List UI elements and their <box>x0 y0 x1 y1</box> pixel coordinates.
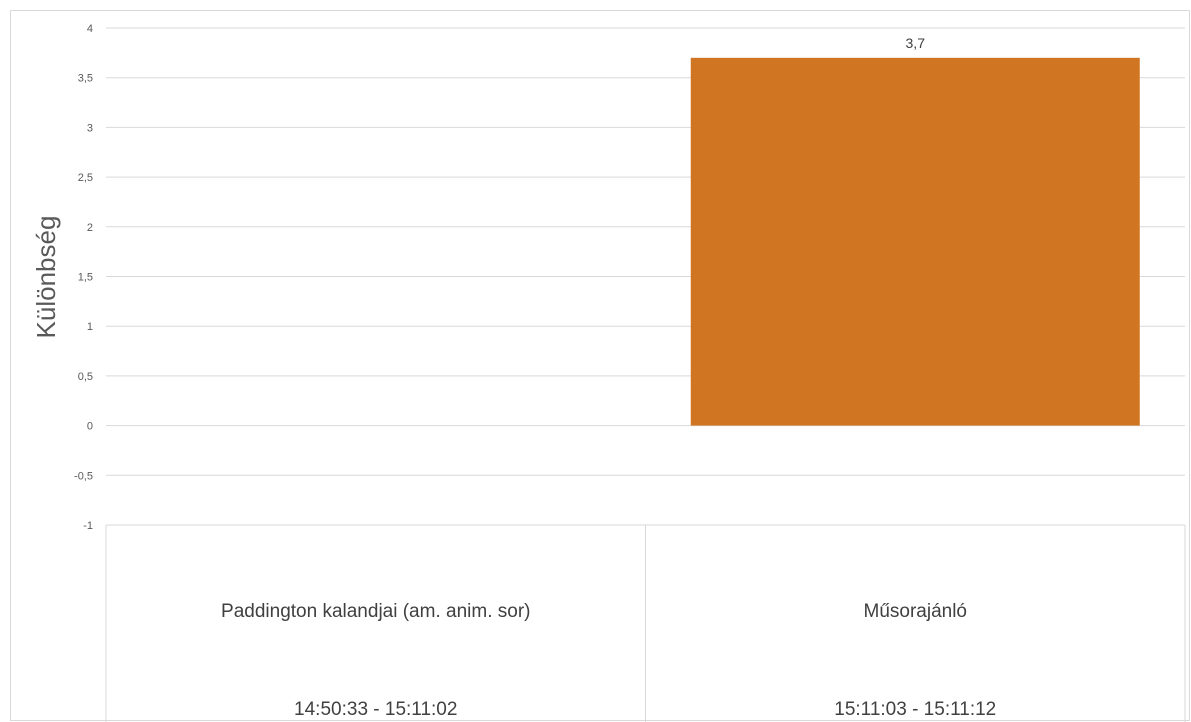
y-tick-label: -1 <box>83 520 93 532</box>
bars <box>690 57 1140 426</box>
y-tick-labels: 4 3,5 3 2,5 2 1,5 1 0,5 0 -0,5 -1 <box>74 23 93 532</box>
category-label: Műsorajánló <box>864 601 968 622</box>
y-tick-label: 4 <box>87 23 93 35</box>
y-tick-label: 0,5 <box>78 371 93 383</box>
y-tick-label: 1,5 <box>78 272 93 284</box>
y-tick-label: 2 <box>87 222 93 234</box>
chart-frame <box>10 10 1190 721</box>
category-axis: Paddington kalandjai (am. anim. sor) 14:5… <box>105 524 1186 722</box>
data-label: 3,7 <box>906 35 926 51</box>
category-time-range: 15:11:03 - 15:11:12 <box>834 699 996 720</box>
y-tick-label: 0 <box>87 421 93 433</box>
bar <box>690 57 1140 426</box>
category-time-range: 14:50:33 - 15:11:02 <box>294 699 457 720</box>
y-axis-label: Különbség <box>31 216 61 339</box>
data-labels: 3,7 <box>906 35 926 51</box>
y-tick-label: 1 <box>87 321 93 333</box>
y-tick-label: -0,5 <box>74 470 93 482</box>
y-tick-label: 3 <box>87 122 93 134</box>
category-label: Paddington kalandjai (am. anim. sor) <box>221 601 530 622</box>
y-tick-label: 3,5 <box>78 73 93 85</box>
y-tick-label: 2,5 <box>78 172 93 184</box>
